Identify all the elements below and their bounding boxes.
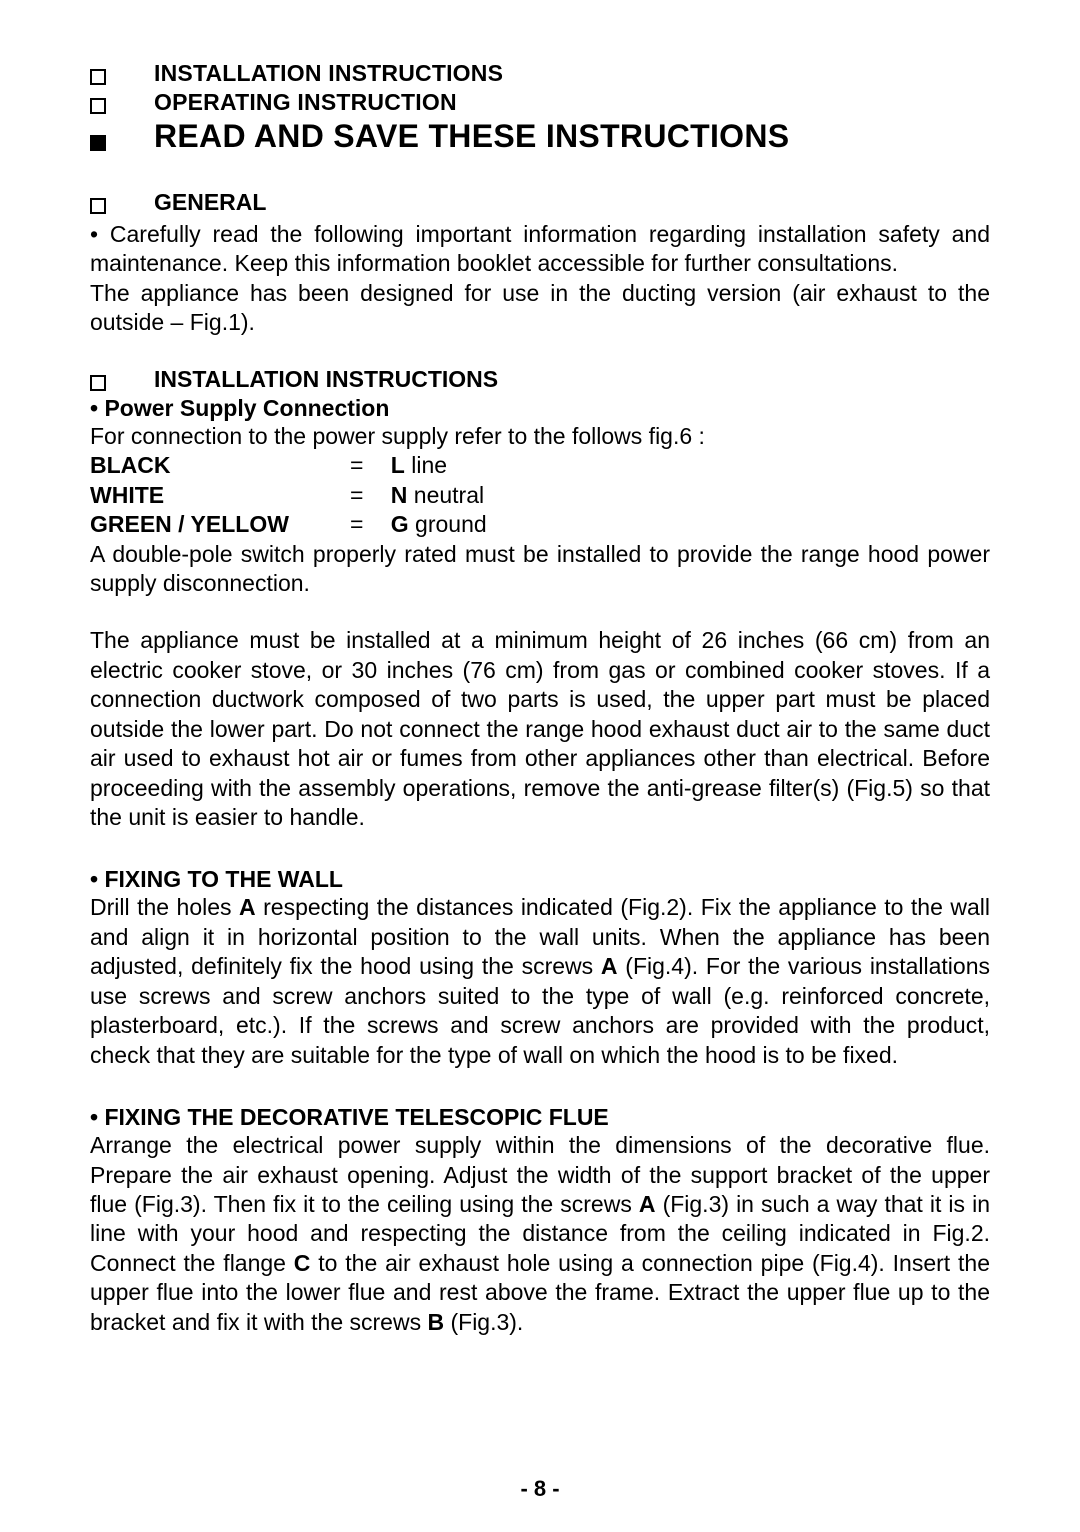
wire-equals: = <box>350 481 378 510</box>
square-bullet-icon <box>90 69 106 85</box>
section-row-install: INSTALLATION INSTRUCTIONS <box>90 366 990 393</box>
section-row-general: GENERAL <box>90 189 990 216</box>
square-bullet-icon <box>90 375 106 391</box>
wire-row: BLACK= L line <box>90 451 990 480</box>
toc-row-3: READ AND SAVE THESE INSTRUCTIONS <box>90 118 990 155</box>
subheading-power-supply: • Power Supply Connection <box>90 395 990 422</box>
power-after: A double-pole switch properly rated must… <box>90 540 990 599</box>
wire-equals: = <box>350 510 378 539</box>
toc-item-installation: INSTALLATION INSTRUCTIONS <box>154 60 503 87</box>
wire-color: BLACK <box>90 451 350 480</box>
wire-value: L line <box>378 451 447 480</box>
general-paragraph: • Carefully read the following important… <box>90 220 990 338</box>
main-heading-read-save: READ AND SAVE THESE INSTRUCTIONS <box>154 118 789 155</box>
wire-color-table: BLACK= L lineWHITE= N neutralGREEN / YEL… <box>90 451 990 539</box>
bullet-dot: • <box>90 221 110 247</box>
wire-value: G ground <box>378 510 487 539</box>
square-bullet-filled-icon <box>90 135 106 151</box>
wire-color: GREEN / YELLOW <box>90 510 350 539</box>
wire-color: WHITE <box>90 481 350 510</box>
wire-row: GREEN / YELLOW= G ground <box>90 510 990 539</box>
toc-item-operating: OPERATING INSTRUCTION <box>154 89 457 116</box>
section-heading-general: GENERAL <box>154 189 266 216</box>
fixing-flue-paragraph: Arrange the electrical power supply with… <box>90 1131 990 1337</box>
page-number: - 8 - <box>0 1476 1080 1502</box>
square-bullet-icon <box>90 198 106 214</box>
subheading-fixing-flue: • FIXING THE DECORATIVE TELESCOPIC FLUE <box>90 1104 990 1131</box>
wire-value: N neutral <box>378 481 484 510</box>
document-page: INSTALLATION INSTRUCTIONS OPERATING INST… <box>0 0 1080 1532</box>
fixing-wall-paragraph: Drill the holes A respecting the distanc… <box>90 893 990 1070</box>
power-intro: For connection to the power supply refer… <box>90 422 990 451</box>
section-heading-install: INSTALLATION INSTRUCTIONS <box>154 366 498 393</box>
wire-row: WHITE= N neutral <box>90 481 990 510</box>
toc-row-2: OPERATING INSTRUCTION <box>90 89 990 116</box>
toc-row-1: INSTALLATION INSTRUCTIONS <box>90 60 990 87</box>
general-text: Carefully read the following important i… <box>90 221 990 335</box>
square-bullet-icon <box>90 98 106 114</box>
wire-equals: = <box>350 451 378 480</box>
height-paragraph: The appliance must be installed at a min… <box>90 626 990 832</box>
subheading-fixing-wall: • FIXING TO THE WALL <box>90 866 990 893</box>
